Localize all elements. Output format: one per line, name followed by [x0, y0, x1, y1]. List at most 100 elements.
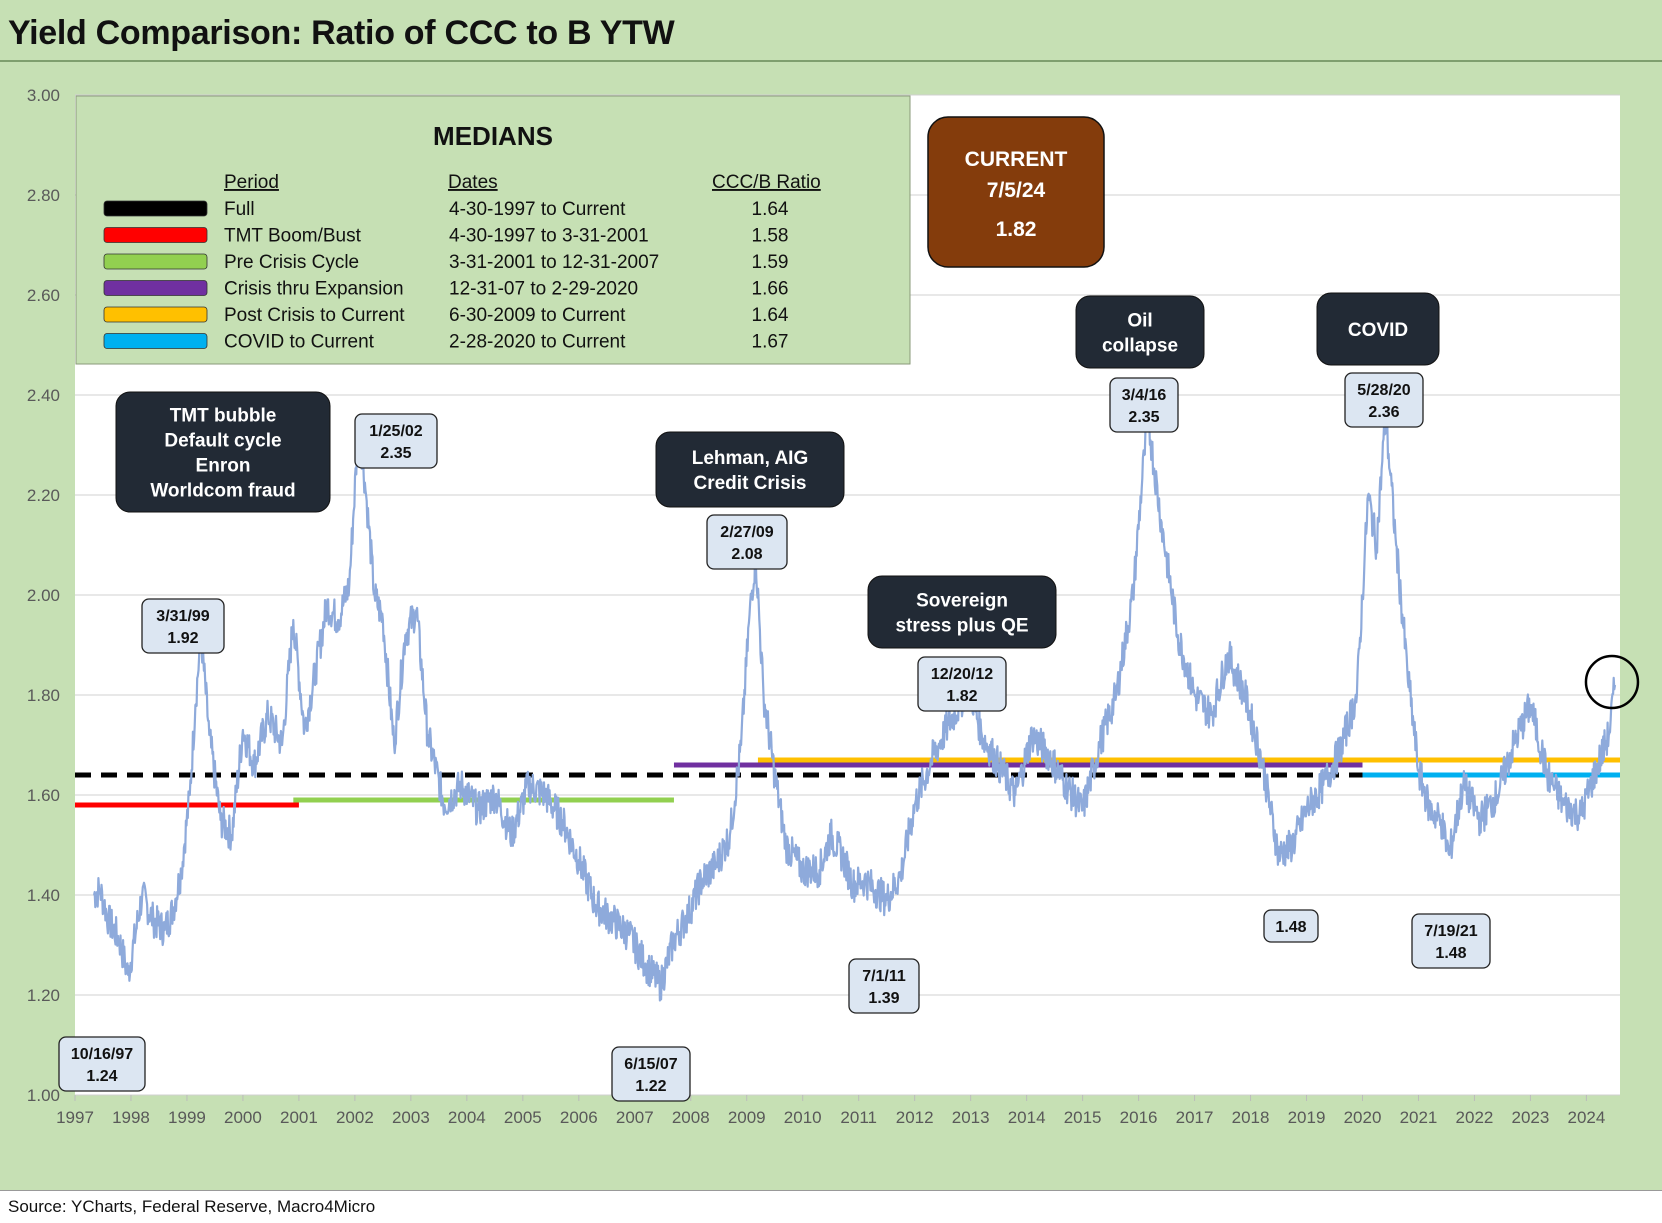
x-tick-label: 2021 [1400, 1108, 1438, 1127]
point-label: 10/16/97 1.24 [58, 1036, 146, 1092]
legend-dates: 2-28-2020 to Current [449, 332, 626, 353]
point-label-value: 1.24 [86, 1068, 117, 1085]
event-callout-text: Enron [196, 456, 251, 477]
legend-dates: 12-31-07 to 2-29-2020 [449, 279, 638, 300]
y-tick-label: 2.00 [27, 586, 60, 605]
x-tick-label: 2002 [336, 1108, 374, 1127]
point-label: 3/4/16 2.35 [1109, 377, 1179, 433]
x-tick-label: 2022 [1456, 1108, 1494, 1127]
point-label-value: 1.48 [1435, 945, 1466, 962]
point-label-date: 1/25/02 [369, 423, 422, 440]
x-tick-label: 2009 [728, 1108, 766, 1127]
y-tick-label: 2.20 [27, 486, 60, 505]
legend-dates: 4-30-1997 to 3-31-2001 [449, 226, 649, 247]
y-tick-label: 1.60 [27, 786, 60, 805]
point-label-value: 2.35 [380, 445, 411, 462]
x-tick-label: 2020 [1344, 1108, 1382, 1127]
medians-legend: MEDIANS Period Dates CCC/B Ratio Full 4-3… [75, 95, 911, 365]
y-tick-label: 2.80 [27, 186, 60, 205]
y-tick-label: 1.00 [27, 1086, 60, 1105]
x-tick-label: 2001 [280, 1108, 318, 1127]
point-label: 2/27/09 2.08 [706, 514, 788, 570]
median-lines [75, 757, 1620, 808]
x-tick-label: 2018 [1232, 1108, 1270, 1127]
point-label-value: 1.82 [946, 688, 977, 705]
point-label-date: 2/27/09 [720, 524, 773, 541]
current-value: 1.82 [996, 218, 1037, 241]
event-callout: Oil collapse [1075, 295, 1205, 369]
point-label: 1/25/02 2.35 [354, 413, 438, 469]
legend-period: Full [224, 199, 255, 220]
medians-header-dates: Dates [448, 172, 498, 193]
y-tick-label: 1.20 [27, 986, 60, 1005]
x-axis-ticks: 1997 1998 1999 2000 2001 2002 2003 2004 2005 2006… [56, 1095, 1605, 1127]
point-label: 7/19/21 1.48 [1411, 913, 1491, 969]
point-label-date: 6/15/07 [624, 1056, 677, 1073]
point-label-value: 1.92 [167, 630, 198, 647]
event-callout-text: collapse [1102, 336, 1178, 357]
event-callout-text: Worldcom fraud [150, 481, 295, 502]
point-label-value: 2.36 [1368, 404, 1399, 421]
point-label-date: 3/4/16 [1122, 387, 1167, 404]
title-divider [0, 60, 1662, 62]
event-callout: Sovereign stress plus QE [867, 575, 1057, 649]
ratio-series-line [93, 407, 1617, 1002]
legend-swatch [103, 333, 208, 349]
x-tick-label: 2014 [1008, 1108, 1046, 1127]
source-bar: Source: YCharts, Federal Reserve, Macro4… [0, 1190, 1662, 1223]
legend-swatch [103, 253, 208, 270]
legend-ratio: 1.67 [752, 332, 789, 353]
point-label: 6/15/07 1.22 [611, 1046, 691, 1102]
y-tick-label: 2.40 [27, 386, 60, 405]
x-tick-label: 2011 [840, 1108, 877, 1127]
x-tick-label: 2007 [616, 1108, 654, 1127]
point-label-value: 1.39 [868, 990, 899, 1007]
point-label: 3/31/99 1.92 [141, 598, 225, 654]
x-tick-label: 2017 [1176, 1108, 1214, 1127]
point-label-date: 7/19/21 [1424, 923, 1477, 940]
y-tick-label: 3.00 [27, 86, 60, 105]
point-label-value: 1.22 [635, 1078, 666, 1095]
x-tick-label: 2015 [1064, 1108, 1102, 1127]
legend-ratio: 1.66 [752, 279, 789, 300]
point-label-value: 1.48 [1275, 919, 1306, 936]
legend-period: COVID to Current [224, 332, 375, 353]
x-tick-label: 2016 [1120, 1108, 1158, 1127]
y-axis-ticks: 1.00 1.20 1.40 1.60 1.80 2.00 2.20 2.40 2.60 2.80… [27, 86, 60, 1105]
chart-title: Yield Comparison: Ratio of CCC to B YTW [8, 14, 675, 52]
point-label: 12/20/12 1.82 [917, 656, 1007, 712]
current-label: CURRENT [965, 148, 1068, 171]
x-tick-label: 1998 [112, 1108, 150, 1127]
x-tick-label: 2012 [896, 1108, 934, 1127]
event-callout: TMT bubble Default cycle Enron Worldcom fra… [115, 391, 331, 513]
point-label: 1.48 [1263, 909, 1319, 943]
legend-ratio: 1.64 [752, 199, 789, 220]
legend-dates: 3-31-2001 to 12-31-2007 [449, 252, 659, 273]
point-label-value: 2.35 [1128, 409, 1159, 426]
point-label-date: 3/31/99 [156, 608, 209, 625]
event-callout-text: Oil [1127, 311, 1152, 332]
event-callout-text: Sovereign [916, 591, 1008, 612]
x-tick-label: 2005 [504, 1108, 542, 1127]
legend-period: TMT Boom/Bust [224, 226, 362, 247]
legend-period: Pre Crisis Cycle [224, 252, 359, 273]
legend-swatch [103, 306, 208, 323]
legend-period: Crisis thru Expansion [224, 279, 404, 300]
event-callout-text: Lehman, AIG [692, 448, 808, 469]
legend-swatch [103, 200, 208, 217]
event-callout-text: Credit Crisis [694, 473, 807, 494]
source-note: Source: YCharts, Federal Reserve, Macro4… [8, 1197, 376, 1216]
x-tick-label: 2013 [952, 1108, 990, 1127]
x-tick-label: 2000 [224, 1108, 262, 1127]
event-callout-text: Default cycle [164, 431, 281, 452]
event-callout-text: COVID [1348, 320, 1408, 341]
point-label-date: 7/1/11 [862, 968, 906, 985]
event-callouts: TMT bubble Default cycle Enron Worldcom fra… [115, 292, 1440, 649]
x-tick-label: 1999 [168, 1108, 206, 1127]
event-callout-text: TMT bubble [170, 406, 277, 427]
legend-dates: 4-30-1997 to Current [449, 199, 626, 220]
legend-dates: 6-30-2009 to Current [449, 305, 626, 326]
point-label-value: 2.08 [731, 546, 762, 563]
y-tick-label: 2.60 [27, 286, 60, 305]
